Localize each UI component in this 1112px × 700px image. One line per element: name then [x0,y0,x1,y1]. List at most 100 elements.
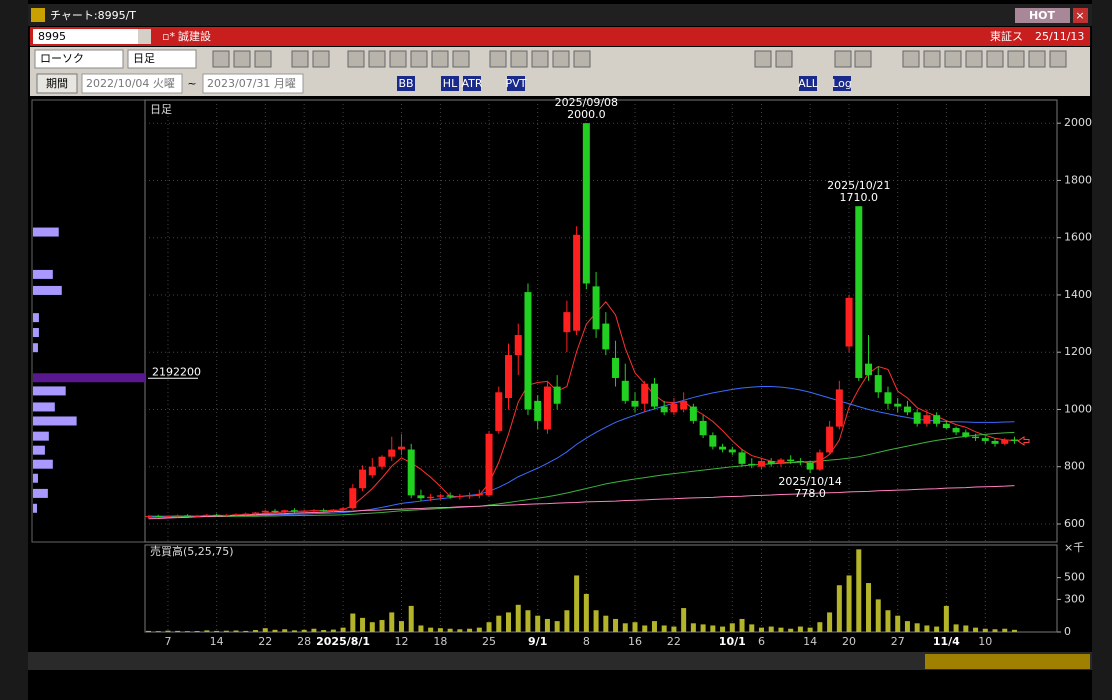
y-tick-label: 1600 [1064,231,1092,244]
hot-label[interactable]: HOT [1029,9,1056,22]
candle-body [602,323,610,350]
volume-bar [846,575,852,632]
tool-icon[interactable] [312,50,330,68]
to-date-text[interactable]: 2023/07/31 月曜 [207,77,296,90]
tool-button-label[interactable]: ALL [798,77,819,90]
tool-button-label[interactable]: BB [398,77,413,90]
period-select[interactable] [127,49,197,69]
tool-icon[interactable] [347,50,365,68]
candle-body [942,423,950,429]
tool-icon[interactable] [1049,50,1067,68]
x-tick-label: 6 [758,635,765,648]
volume-bar [146,630,151,632]
tool-button-label[interactable]: HL [443,77,458,90]
volume-bar [457,629,463,632]
code-text[interactable]: 8995 [38,30,66,43]
x-tick-label: 18 [433,635,447,648]
close-icon[interactable]: × [1075,9,1084,22]
tool-button-label[interactable]: Log [832,77,852,90]
range-button[interactable] [36,73,78,94]
volume-bar [768,626,774,632]
tool-button[interactable] [463,76,481,91]
tool-icon[interactable] [452,50,470,68]
close-button[interactable] [1073,8,1088,23]
tool-button-label[interactable]: PVT [506,77,527,90]
tool-icon[interactable] [573,50,591,68]
tool-icon[interactable] [1028,50,1046,68]
volume-bar [720,626,726,632]
candle-body [845,297,853,347]
tool-button[interactable] [799,76,817,91]
from-date[interactable] [81,73,183,94]
header-date: 25/11/13 [1035,30,1084,43]
price-volume-panel [31,99,146,543]
volume-bar [165,630,171,632]
hot-button[interactable] [1015,8,1070,23]
tool-icon[interactable] [489,50,507,68]
volume-bar [155,631,161,632]
volume-bar [671,626,677,632]
x-tick-label: 11/4 [933,635,960,648]
volume-title: 売買高(5,25,75) [150,544,234,558]
candle-body [991,440,999,444]
candle-body [388,449,396,457]
volume-bar [437,628,443,632]
tool-icon[interactable] [944,50,962,68]
tool-button[interactable] [397,76,415,91]
tool-icon[interactable] [233,50,251,68]
info-icon[interactable]: ▫* [162,30,175,43]
candle-body [154,515,162,517]
tool-icon[interactable] [212,50,230,68]
tool-icon[interactable] [902,50,920,68]
y-tick-label: 1000 [1064,402,1092,415]
y-tick-label: 600 [1064,517,1085,530]
tool-icon[interactable] [368,50,386,68]
to-date[interactable] [202,73,304,94]
tool-icon[interactable] [410,50,428,68]
tool-icon[interactable] [431,50,449,68]
code-input[interactable] [33,29,151,44]
tool-button[interactable] [507,76,525,91]
tool-icon[interactable] [1007,50,1025,68]
tool-icon[interactable] [531,50,549,68]
volume-bar [525,610,531,632]
tool-icon[interactable] [291,50,309,68]
candle-body [612,357,620,378]
price-volume-bar [33,313,39,323]
tool-icon[interactable] [254,50,272,68]
style-select[interactable] [34,49,124,69]
code-dropdown[interactable] [138,29,151,44]
range-button-text[interactable]: 期間 [46,77,68,90]
volume-panel [144,544,1058,633]
tool-icon[interactable] [775,50,793,68]
from-date-text[interactable]: 2022/10/04 火曜 [86,77,175,90]
tool-icon[interactable] [923,50,941,68]
volume-bar [184,631,190,632]
volume-bar [398,621,404,632]
tool-icon[interactable] [389,50,407,68]
volume-bar [914,623,920,632]
tool-icon[interactable] [854,50,872,68]
price-volume-bar [33,431,49,441]
tool-icon[interactable] [552,50,570,68]
volume-bar [729,623,735,632]
tool-icon[interactable] [834,50,852,68]
style-text[interactable]: ローソク [40,52,84,65]
tool-icon[interactable] [965,50,983,68]
tool-button-label[interactable]: ATR [461,77,482,90]
volume-bar [690,623,696,632]
candle-body [427,496,435,499]
volume-bar [204,630,210,632]
tool-icon[interactable] [510,50,528,68]
tool-button[interactable] [441,76,459,91]
period-text[interactable]: 日足 [133,52,155,65]
candle-body [796,460,804,463]
tool-icon[interactable] [986,50,1004,68]
tool-icon[interactable] [754,50,772,68]
candle-body [757,460,765,467]
tool-button[interactable] [833,76,851,91]
candle-body [534,400,542,421]
volume-bar [866,583,872,632]
volume-bar [389,612,395,632]
